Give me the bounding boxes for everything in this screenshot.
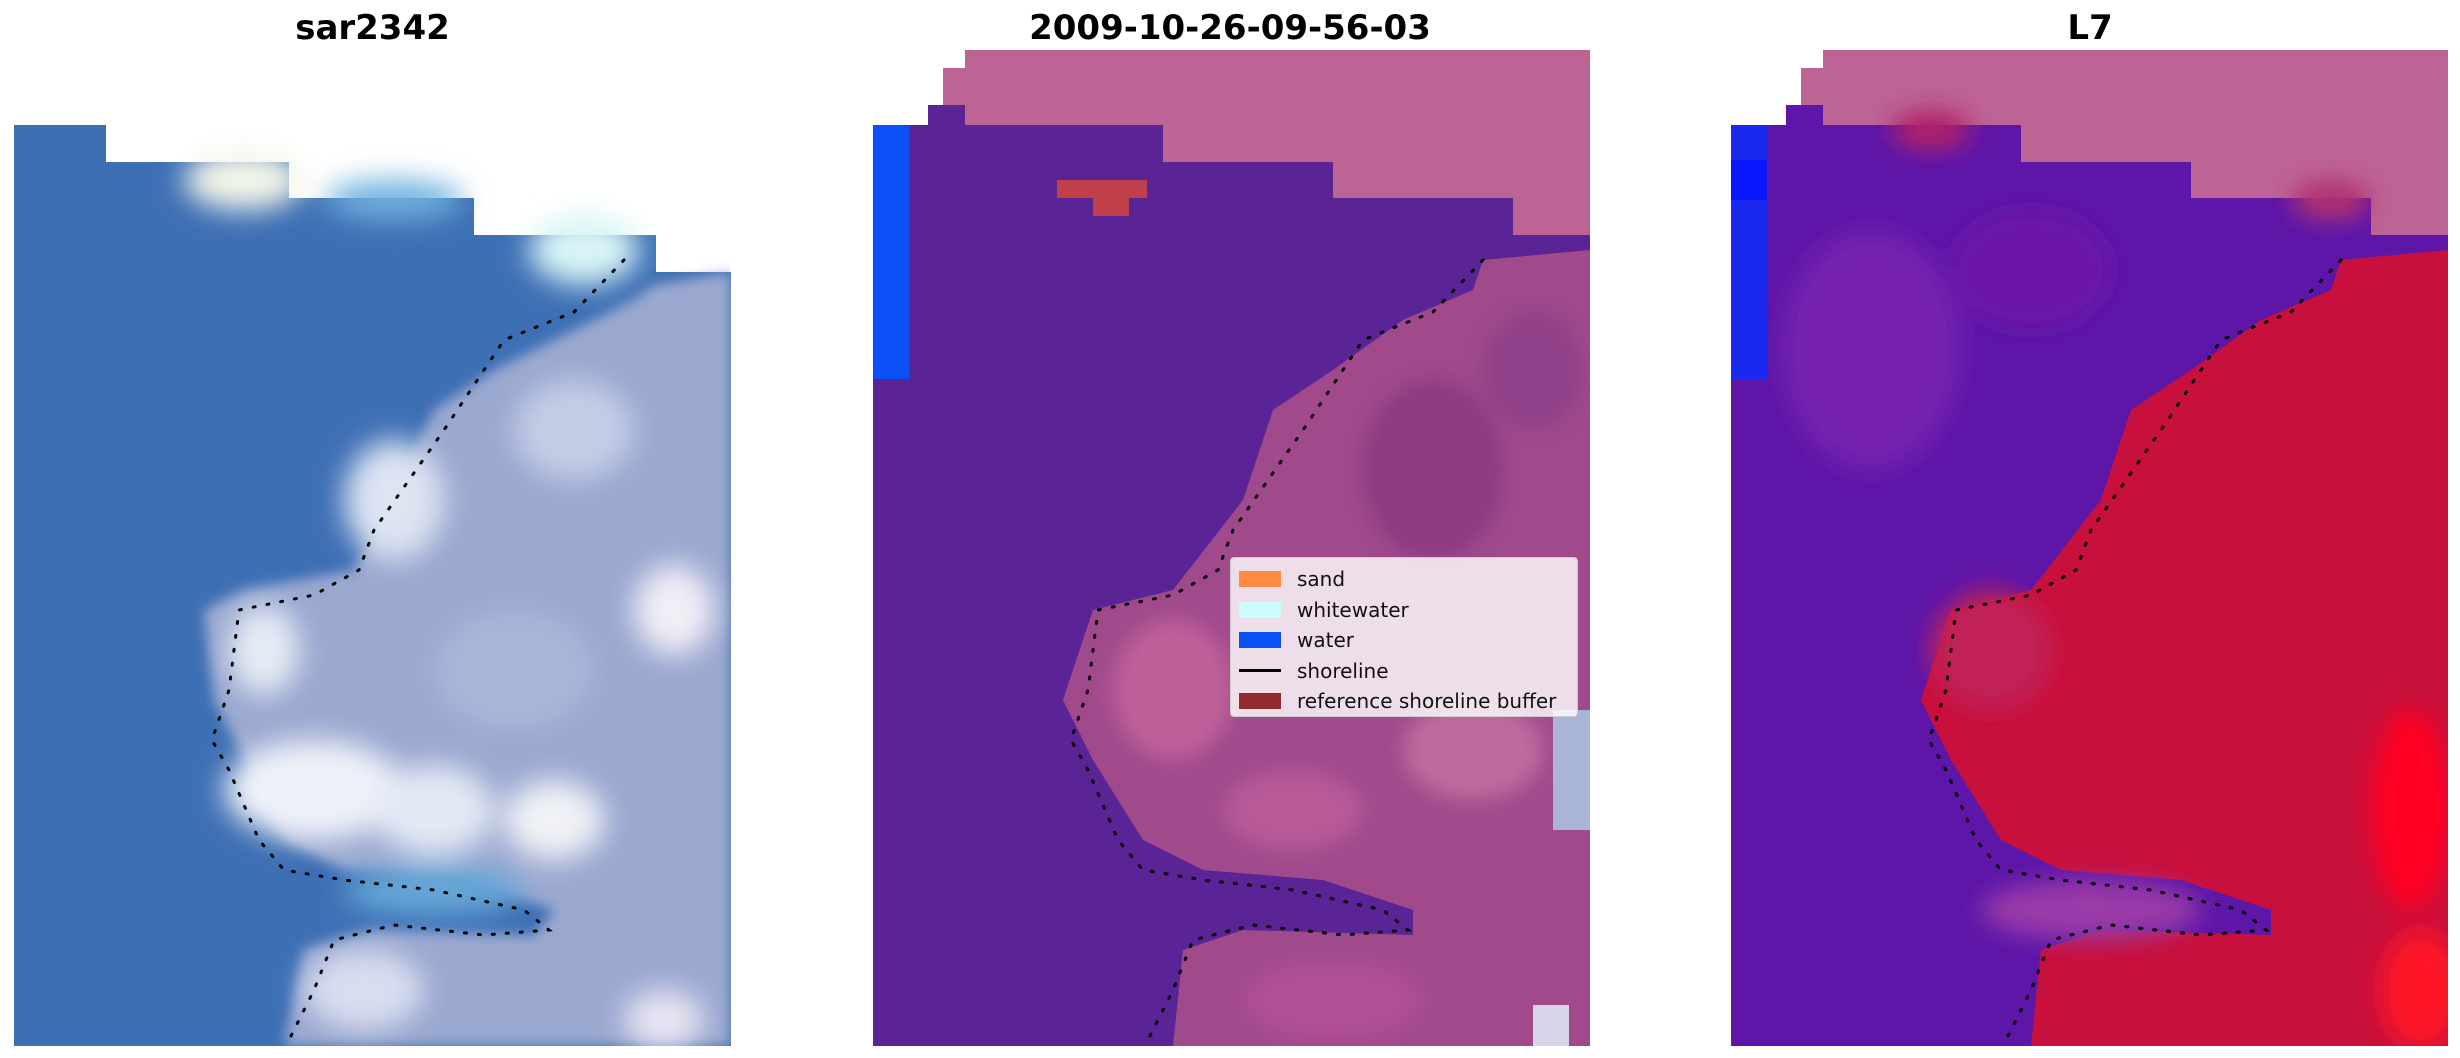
rgb-image — [14, 50, 731, 1046]
legend-swatch-whitewater — [1239, 601, 1281, 618]
legend-label-reference-buffer: reference shoreline buffer — [1297, 689, 1557, 714]
left-panel-title: sar2342 — [295, 8, 450, 48]
classified-shoreline — [1069, 258, 1485, 1042]
classified-water-strip — [873, 125, 909, 379]
legend-label-shoreline: shoreline — [1297, 658, 1389, 683]
rgb-shoreline — [210, 258, 626, 1042]
index-shoreline — [1927, 258, 2343, 1042]
index-land-area — [1921, 250, 2448, 1046]
right-panel-title: L7 — [2067, 8, 2113, 48]
legend-item-shoreline: shoreline — [1239, 656, 1569, 687]
index-image-panel — [1731, 50, 2448, 1046]
classified-buffer-patch-2 — [1093, 198, 1129, 216]
legend-swatch-reference-buffer — [1239, 693, 1281, 710]
legend-line-shoreline — [1239, 669, 1281, 673]
index-blue-strip-2 — [1731, 160, 1767, 200]
legend-item-whitewater: whitewater — [1239, 595, 1569, 626]
legend-swatch-water — [1239, 632, 1281, 649]
rgb-image-panel — [14, 50, 731, 1046]
legend-item-water: water — [1239, 625, 1569, 656]
classified-land-texture — [1113, 310, 1583, 1040]
index-texture — [1781, 110, 2448, 1046]
legend-item-reference-buffer: reference shoreline buffer — [1239, 686, 1569, 717]
index-image — [1731, 50, 2448, 1046]
rgb-foam-patches — [184, 150, 714, 1046]
classified-image-panel — [873, 50, 1590, 1046]
legend: sand whitewater water shoreline referenc… — [1230, 557, 1578, 717]
legend-label-whitewater: whitewater — [1297, 597, 1409, 622]
classified-buffer-patch — [1057, 180, 1147, 198]
legend-label-water: water — [1297, 628, 1354, 653]
classified-edge-light-2 — [1533, 1005, 1569, 1046]
middle-panel-title: 2009-10-26-09-56-03 — [1029, 8, 1431, 48]
legend-label-sand: sand — [1297, 567, 1346, 592]
legend-item-sand: sand — [1239, 564, 1569, 595]
classified-image — [873, 50, 1590, 1046]
classified-edge-light — [1553, 710, 1590, 830]
legend-swatch-sand — [1239, 571, 1281, 588]
index-upper-region — [1786, 50, 2448, 235]
classified-upper-region — [928, 50, 1590, 235]
